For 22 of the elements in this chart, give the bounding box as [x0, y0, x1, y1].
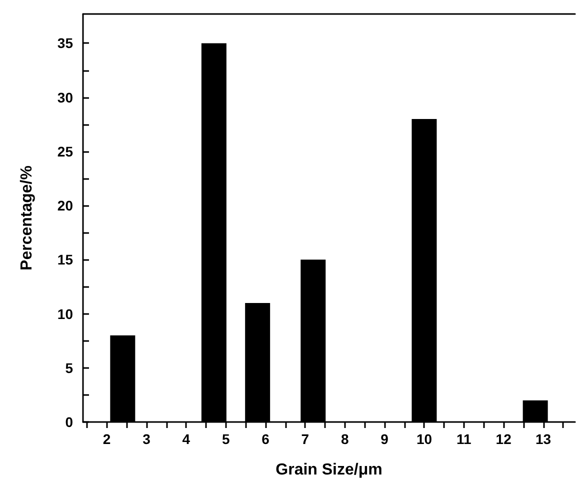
x-tick-label: 8 — [340, 431, 349, 447]
x-tick-label: 12 — [496, 431, 512, 447]
x-tick-label: 10 — [416, 431, 432, 447]
x-tick-label: 4 — [182, 431, 190, 447]
y-tick-label: 35 — [57, 35, 74, 52]
x-tick-label: 6 — [262, 431, 270, 447]
y-tick-label: 0 — [65, 414, 74, 430]
y-axis-title: Percentage/% — [18, 166, 36, 270]
x-tick-label: 13 — [535, 431, 552, 447]
x-tick-label: 9 — [380, 431, 389, 447]
x-tick-label: 3 — [142, 431, 151, 447]
x-tick-label: 2 — [102, 431, 111, 447]
y-tick-label: 30 — [57, 89, 74, 106]
y-tick-label: 15 — [57, 252, 74, 268]
y-tick-label: 5 — [65, 360, 74, 376]
y-tick-label: 25 — [57, 143, 74, 160]
x-tick-label: 7 — [301, 431, 310, 447]
x-tick-label: 11 — [456, 431, 472, 447]
x-tick-label: 5 — [222, 431, 230, 447]
y-tick-label: 20 — [57, 198, 74, 214]
x-axis-title: Grain Size/μm — [276, 462, 382, 478]
y-tick-label: 10 — [57, 306, 74, 322]
